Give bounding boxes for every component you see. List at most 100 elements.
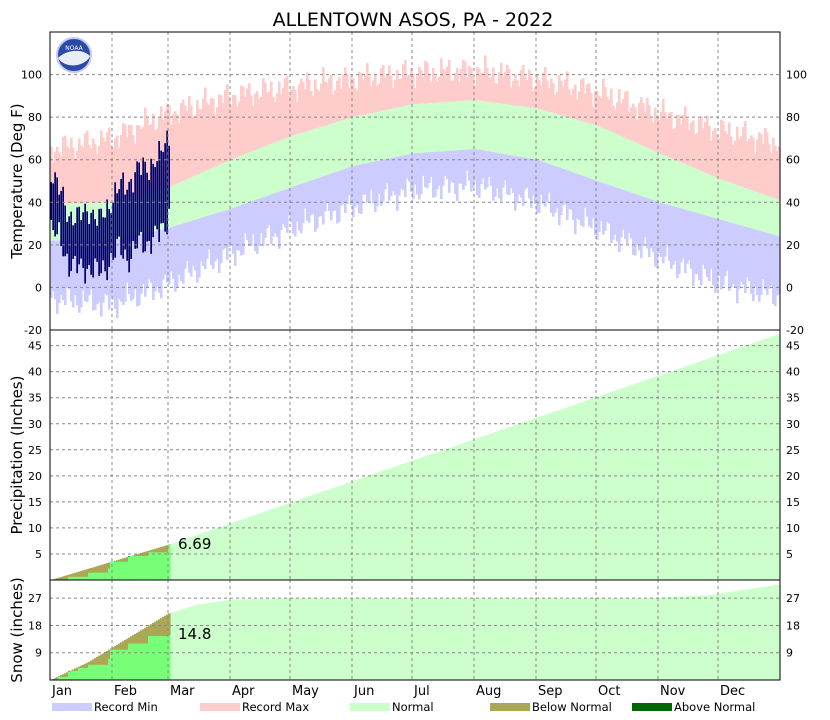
precip-observed-bar <box>76 576 79 580</box>
record-min-bar <box>376 160 379 207</box>
precip-observed-bar <box>146 556 149 580</box>
normal-range-bar <box>510 105 513 156</box>
record-max-bar <box>268 91 271 145</box>
snow-normal-bar <box>608 598 611 680</box>
precip-normal-bar <box>718 354 721 580</box>
precip-normal-bar <box>498 430 501 580</box>
normal-range-bar <box>298 133 301 185</box>
record-max-bar <box>754 153 757 192</box>
normal-range-bar <box>710 175 713 218</box>
precip-normal-bar <box>180 540 183 580</box>
precip-normal-bar <box>242 519 245 580</box>
snow-below-normal-bar <box>104 652 107 665</box>
legend-label: Record Min <box>94 700 158 714</box>
precip-normal-bar <box>618 389 621 580</box>
snow-normal-bar <box>524 598 527 680</box>
record-max-bar <box>172 114 175 186</box>
record-min-bar <box>80 240 83 308</box>
record-max-bar <box>78 138 81 204</box>
record-min-bar <box>364 163 367 195</box>
record-max-bar <box>236 106 239 158</box>
record-min-bar <box>310 180 313 216</box>
record-max-bar <box>464 61 467 101</box>
record-max-bar <box>604 87 607 130</box>
snow-normal-bar <box>492 598 495 680</box>
record-min-bar <box>118 239 121 300</box>
record-max-bar <box>240 85 243 156</box>
precip-normal-bar <box>664 373 667 580</box>
record-min-bar <box>306 181 309 221</box>
precip-normal-bar <box>296 500 299 580</box>
snow-normal-bar <box>258 598 261 680</box>
precip-normal-bar <box>358 479 361 580</box>
normal-range-bar <box>474 100 477 150</box>
precip-observed-bar <box>136 556 139 580</box>
snow-normal-bar <box>174 611 177 680</box>
normal-range-bar <box>572 118 575 173</box>
record-min-bar <box>328 174 331 211</box>
normal-range-bar <box>340 120 343 171</box>
snow-normal-bar <box>610 598 613 680</box>
record-min-bar <box>570 171 573 210</box>
precip-normal-bar <box>234 521 237 580</box>
snow-normal-bar <box>596 598 599 680</box>
normal-range-bar <box>658 153 661 203</box>
record-max-bar <box>420 69 423 104</box>
snow-below-normal-bar <box>112 647 115 650</box>
record-max-bar <box>368 76 371 114</box>
normal-range-bar <box>550 112 553 165</box>
record-min-bar <box>644 197 647 238</box>
precip-normal-bar <box>410 461 413 580</box>
normal-range-bar <box>336 122 339 172</box>
snow-normal-bar <box>530 598 533 680</box>
snow-normal-bar <box>184 608 187 680</box>
record-max-bar <box>488 77 491 103</box>
month-label-oct: Oct <box>598 684 620 699</box>
precip-normal-bar <box>758 341 761 580</box>
observed-temp-bar <box>106 199 108 281</box>
snow-below-normal-bar <box>126 638 129 650</box>
record-min-bar <box>514 155 517 211</box>
record-max-bar <box>358 71 361 116</box>
snow-normal-bar <box>190 606 193 680</box>
normal-range-bar <box>724 181 727 222</box>
normal-range-bar <box>712 176 715 218</box>
normal-range-bar <box>608 131 611 186</box>
observed-temp-bar <box>52 183 54 231</box>
normal-range-bar <box>74 203 77 241</box>
record-max-bar <box>766 132 769 196</box>
snow-normal-bar <box>622 598 625 680</box>
record-max-bar <box>220 95 223 165</box>
legend-swatch <box>200 703 240 711</box>
record-max-bar <box>350 76 353 118</box>
normal-range-bar <box>700 171 703 215</box>
precip-normal-bar <box>542 415 545 580</box>
normal-range-bar <box>406 105 409 155</box>
precip-normal-bar <box>438 451 441 580</box>
normal-range-bar <box>448 101 451 151</box>
snow-normal-bar <box>248 599 251 680</box>
precip-normal-bar <box>696 362 699 580</box>
snow-observed-bar <box>90 664 93 680</box>
month-label-aug: Aug <box>476 684 501 699</box>
record-max-bar <box>418 66 421 104</box>
precip-normal-bar <box>276 507 279 580</box>
normal-range-bar <box>770 197 773 235</box>
snow-normal-bar <box>286 598 289 680</box>
record-max-bar <box>384 76 387 111</box>
snow-normal-bar <box>648 598 651 680</box>
record-max-bar <box>606 96 609 131</box>
record-max-bar <box>62 136 65 205</box>
record-min-bar <box>284 189 287 228</box>
normal-range-bar <box>618 135 621 189</box>
record-min-bar <box>204 216 207 270</box>
normal-range-bar <box>674 160 677 207</box>
snow-normal-bar <box>332 598 335 680</box>
observed-temp-bar <box>112 202 114 260</box>
snow-normal-bar <box>282 598 285 680</box>
normal-range-bar <box>184 180 187 223</box>
record-max-bar <box>326 82 329 126</box>
record-max-bar <box>160 106 163 190</box>
snow-normal-bar <box>516 598 519 680</box>
month-label-may: May <box>292 684 319 699</box>
